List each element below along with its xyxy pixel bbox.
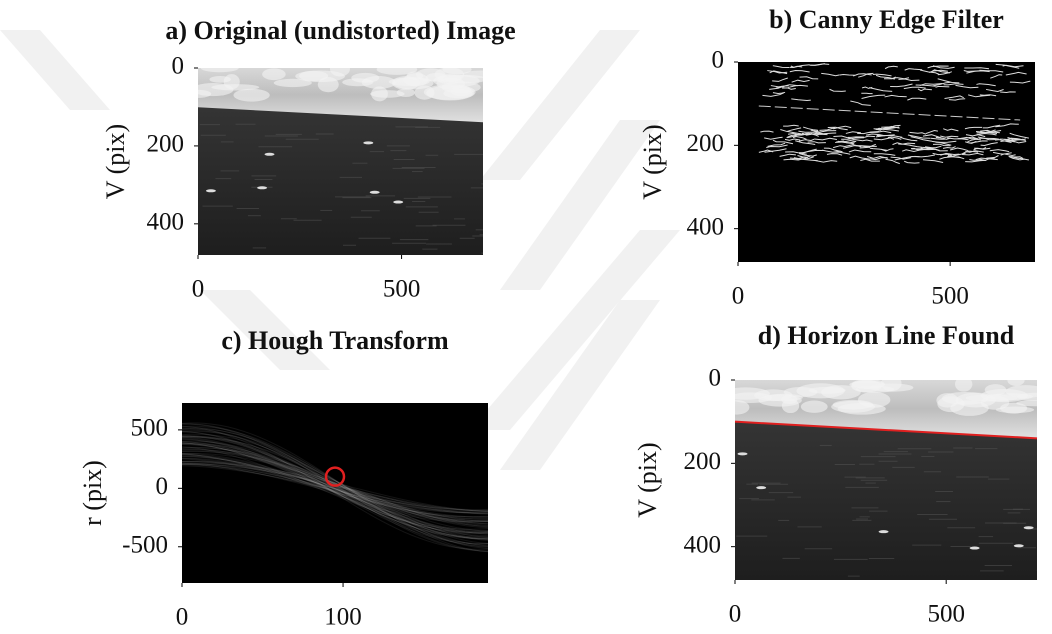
y-tick-label: 400 bbox=[684, 531, 722, 558]
y-axis-label: V (pix) bbox=[101, 124, 130, 199]
image-cloud bbox=[808, 387, 845, 394]
y-tick-label: 0 bbox=[172, 53, 185, 80]
image-glint bbox=[206, 189, 216, 192]
image-glint bbox=[756, 486, 766, 489]
image-glint bbox=[265, 153, 275, 156]
image-panel bbox=[182, 403, 488, 583]
image-cloud bbox=[1007, 374, 1024, 386]
panel-title: d) Horizon Line Found bbox=[758, 321, 1015, 350]
image-cloud bbox=[233, 89, 269, 102]
image-cloud bbox=[1017, 393, 1052, 401]
image-glint bbox=[1024, 526, 1034, 529]
x-tick-label: 0 bbox=[176, 604, 189, 631]
y-axis-label: V (pix) bbox=[633, 442, 662, 517]
panel-title: b) Canny Edge Filter bbox=[769, 5, 1004, 34]
image-cloud bbox=[831, 401, 875, 413]
image-edge bbox=[940, 136, 958, 137]
image-glint bbox=[970, 547, 980, 550]
image-glint bbox=[257, 186, 267, 189]
image-cloud bbox=[463, 70, 502, 77]
image-cloud bbox=[318, 77, 339, 92]
y-tick-label: -500 bbox=[122, 532, 168, 559]
y-tick-label: 0 bbox=[709, 365, 722, 392]
image-cloud bbox=[211, 84, 259, 90]
image-cloud bbox=[436, 78, 465, 90]
image-cloud bbox=[262, 68, 286, 80]
image-glint bbox=[393, 201, 403, 204]
image-cloud bbox=[869, 383, 913, 391]
image-glint bbox=[363, 141, 373, 144]
y-tick-label: 200 bbox=[147, 131, 185, 158]
image-cloud bbox=[404, 73, 429, 86]
panel-title: a) Original (undistorted) Image bbox=[165, 16, 515, 45]
y-tick-label: 0 bbox=[156, 473, 169, 500]
y-tick-label: 400 bbox=[687, 213, 725, 240]
image-cloud bbox=[274, 79, 312, 87]
image-cloud bbox=[371, 86, 388, 101]
x-tick-label: 500 bbox=[383, 276, 421, 303]
image-panel bbox=[738, 62, 1035, 262]
x-tick-label: 0 bbox=[192, 276, 205, 303]
image-cloud bbox=[330, 61, 350, 76]
panel-title: c) Hough Transform bbox=[221, 326, 449, 355]
image-cloud bbox=[754, 389, 792, 401]
image-cloud bbox=[351, 73, 379, 83]
y-axis-label: r (pix) bbox=[78, 460, 107, 526]
y-axis-label: V (pix) bbox=[638, 124, 667, 199]
image-glint bbox=[1014, 544, 1024, 547]
x-tick-label: 500 bbox=[931, 283, 969, 310]
image-glint bbox=[879, 530, 889, 533]
y-tick-label: 200 bbox=[684, 448, 722, 475]
figure: a) Original (undistorted) Image V (pix) 0 5… bbox=[0, 0, 1052, 634]
image-panel bbox=[721, 374, 1052, 580]
x-tick-label: 0 bbox=[729, 601, 742, 628]
image-cloud bbox=[981, 396, 1009, 410]
image-panel bbox=[185, 61, 507, 255]
x-tick-label: 500 bbox=[927, 601, 965, 628]
x-tick-label: 0 bbox=[732, 283, 745, 310]
y-tick-label: 0 bbox=[712, 47, 725, 74]
y-tick-label: 400 bbox=[147, 209, 185, 236]
image-cloud bbox=[1016, 400, 1052, 406]
image-cloud bbox=[201, 64, 239, 72]
image-glint bbox=[370, 191, 380, 194]
image-glint bbox=[738, 452, 748, 455]
image-bg bbox=[738, 62, 1035, 262]
image-edge bbox=[1000, 92, 1016, 93]
x-tick-label: 100 bbox=[324, 604, 362, 631]
image-cloud bbox=[724, 400, 749, 414]
image-cloud bbox=[955, 377, 972, 392]
y-tick-label: 500 bbox=[131, 415, 169, 442]
image-cloud bbox=[801, 401, 828, 413]
y-tick-label: 200 bbox=[687, 130, 725, 157]
